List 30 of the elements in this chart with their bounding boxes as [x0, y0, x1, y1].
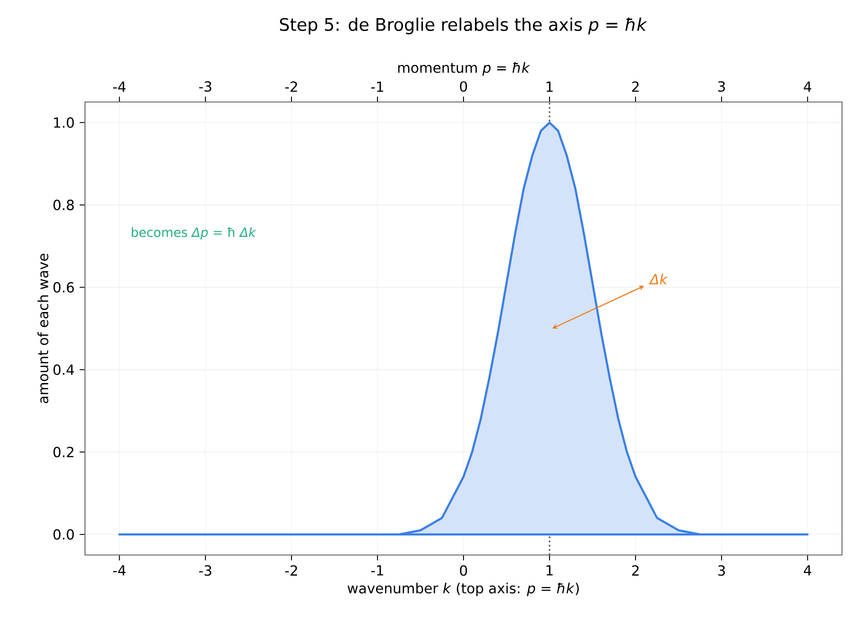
annotation: Δk [648, 274, 668, 284]
y-tick-label: 0.6 [53, 282, 74, 293]
x-tick-label: 4 [804, 82, 812, 92]
annotation: becomes Δp = ħ Δk [132, 227, 256, 240]
x2-tick-label: 4 [804, 565, 812, 576]
x2-tick-label: 2 [632, 565, 639, 576]
x-tick-label: -1 [371, 82, 384, 92]
y-axis-title: amount of each wave [38, 254, 48, 404]
x-tick-label: 0 [460, 81, 467, 92]
x2-tick-label: -4 [113, 565, 126, 576]
x2-tick-label: 0 [460, 565, 468, 576]
x-axis-title: wavenumber k (top axis: p = ħk) [348, 582, 579, 596]
x-tick-label: -2 [285, 81, 298, 92]
x-tick-label: 2 [632, 81, 639, 92]
y-tick-label: 0.2 [53, 446, 74, 458]
x2-tick-label: 3 [718, 565, 725, 576]
x2-axis-title: momentum p = ħk [398, 62, 530, 76]
x-tick-label: 3 [718, 81, 725, 92]
x2-tick-label: -1 [371, 565, 384, 576]
x-tick-label: -4 [113, 82, 126, 92]
y-tick-label: 0.0 [53, 529, 74, 540]
y-tick-label: 0.8 [53, 200, 74, 210]
x2-tick-label: -2 [285, 565, 298, 576]
y-tick-label: 0.4 [53, 364, 74, 375]
x-tick-label: -3 [199, 81, 212, 92]
y-tick-label: 1.0 [54, 117, 74, 128]
x2-tick-label: -3 [199, 565, 212, 576]
x2-tick-label: 1 [546, 565, 553, 576]
chart-title: Step 5: de Broglie relabels the axis p = ħk [280, 18, 648, 34]
x-tick-label: 1 [546, 82, 553, 92]
